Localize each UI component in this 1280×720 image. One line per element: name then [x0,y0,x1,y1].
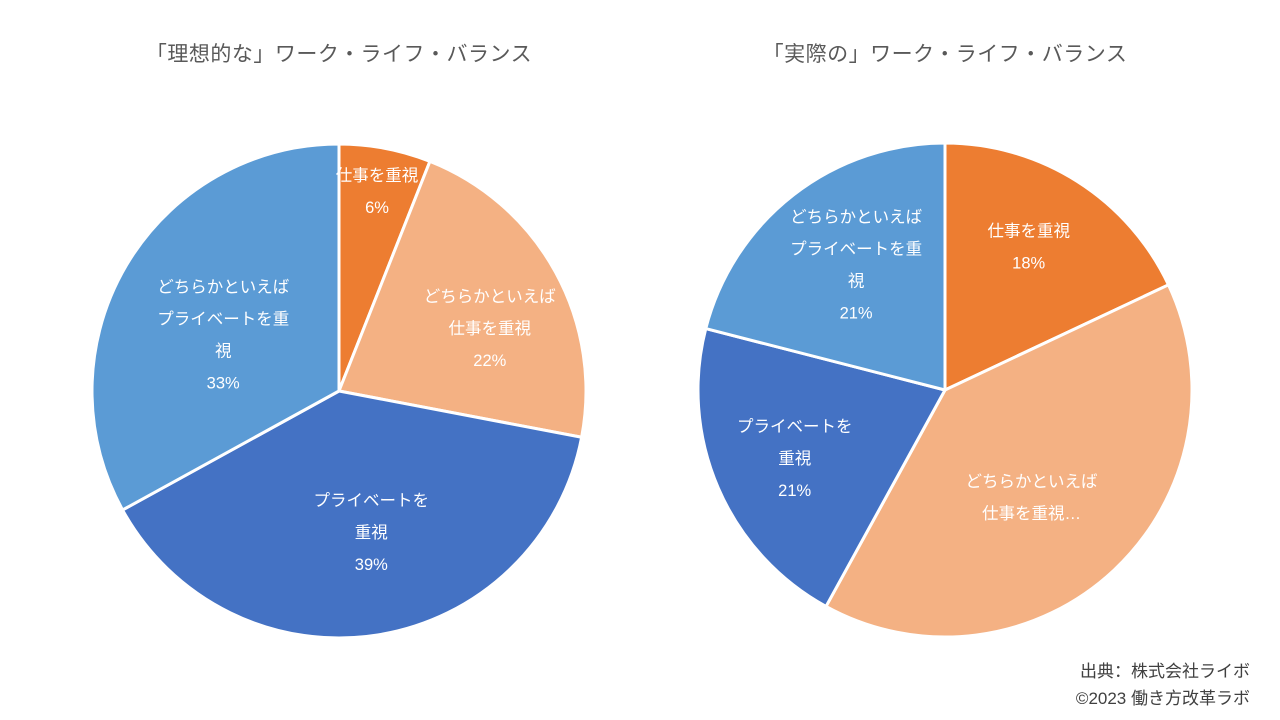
pie-slice-1-1 [824,283,1194,639]
pie-slice-label-1-0: 仕事を重視 18% [987,221,1069,272]
pie-slice-label-0-1: どちらかといえば仕事を重視 22% [424,287,557,370]
pie-slice-label-0-3: どちらかといえばプライベートを重視 33% [157,278,290,393]
ideal-chart-title: 「理想的な」ワーク・ライフ・バランス [145,43,533,66]
pie-slice-label-0-0: 仕事を重視 6% [336,166,419,217]
actual-chart-title: 「実際の」ワーク・ライフ・バランス [762,43,1128,66]
pie-slice-0-3 [90,142,341,512]
pie-slice-1-3 [704,141,947,392]
pie-slice-label-1-3: どちらかといえばプライベートを重視 21% [790,207,923,322]
pie-slice-1-0 [943,141,1170,392]
source-attribution: 出典：株式会社ライボ ©2023 働き方改革ラボ [1076,658,1250,712]
pie-slice-label-1-1: どちらかといえば仕事を重視… [966,472,1099,523]
pie-slice-label-1-2: プライベートを重視 21% [737,417,853,500]
pie-slice-label-0-2: プライベートを重視 39% [314,491,430,574]
pie-slice-0-2 [121,389,584,640]
ideal-pie-chart: 仕事を重視 6% どちらかといえば仕事を重視 22% プライベートを重視 39% どちらかと… [90,142,588,640]
actual-pie-chart: 仕事を重視 18% どちらかといえば仕事を重視… プライベートを重視 21% どちらかとい… [696,141,1194,639]
pie-slice-1-2 [696,327,947,608]
pie-slice-0-1 [337,159,588,439]
copyright-line: ©2023 働き方改革ラボ [1075,689,1250,708]
source-line: 出典：株式会社ライボ [1080,662,1250,681]
